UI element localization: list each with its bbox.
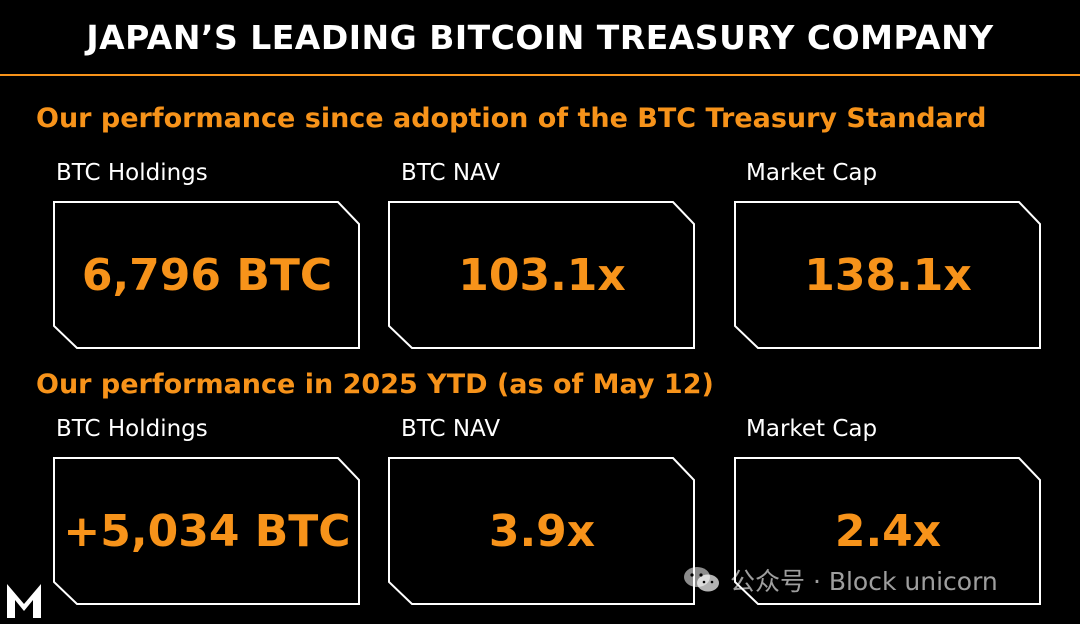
header-divider	[0, 74, 1080, 76]
metric-card-market-cap: 2.4x	[734, 457, 1042, 605]
metric-card-btc-holdings: +5,034 BTC	[53, 457, 361, 605]
metric-label-btc-holdings: BTC Holdings	[56, 416, 208, 442]
metric-card-btc-nav: 3.9x	[388, 457, 696, 605]
page-title: JAPAN’S LEADING BITCOIN TREASURY COMPANY	[86, 18, 994, 57]
metric-value-btc-holdings: 6,796 BTC	[81, 249, 333, 301]
card-frame	[388, 457, 695, 605]
section-heading-2025-ytd: Our performance in 2025 YTD (as of May 1…	[36, 369, 714, 400]
watermark: 公众号 · Block unicorn	[682, 562, 998, 598]
card-frame	[53, 201, 360, 349]
card-frame	[734, 457, 1041, 605]
metric-card-btc-nav: 103.1x	[388, 201, 696, 349]
metric-card-btc-holdings: 6,796 BTC	[53, 201, 361, 349]
section-heading-since-adoption: Our performance since adoption of the BT…	[36, 103, 987, 134]
card-frame	[388, 201, 695, 349]
metric-value-btc-holdings: +5,034 BTC	[63, 505, 351, 557]
wechat-icon	[682, 565, 722, 595]
metric-label-btc-nav: BTC NAV	[401, 416, 501, 442]
m-logo-icon	[4, 580, 44, 620]
metric-value-btc-nav: 103.1x	[458, 249, 626, 301]
metric-value-market-cap: 138.1x	[804, 249, 972, 301]
metric-value-btc-nav: 3.9x	[488, 505, 596, 557]
watermark-text: 公众号 · Block unicorn	[730, 567, 998, 596]
metric-card-market-cap: 138.1x	[734, 201, 1042, 349]
metric-label-market-cap: Market Cap	[746, 416, 878, 442]
metric-label-market-cap: Market Cap	[746, 160, 878, 186]
metric-label-btc-holdings: BTC Holdings	[56, 160, 208, 186]
metric-label-btc-nav: BTC NAV	[401, 160, 501, 186]
card-frame	[53, 457, 360, 605]
metric-value-market-cap: 2.4x	[834, 505, 942, 557]
card-frame	[734, 201, 1041, 349]
